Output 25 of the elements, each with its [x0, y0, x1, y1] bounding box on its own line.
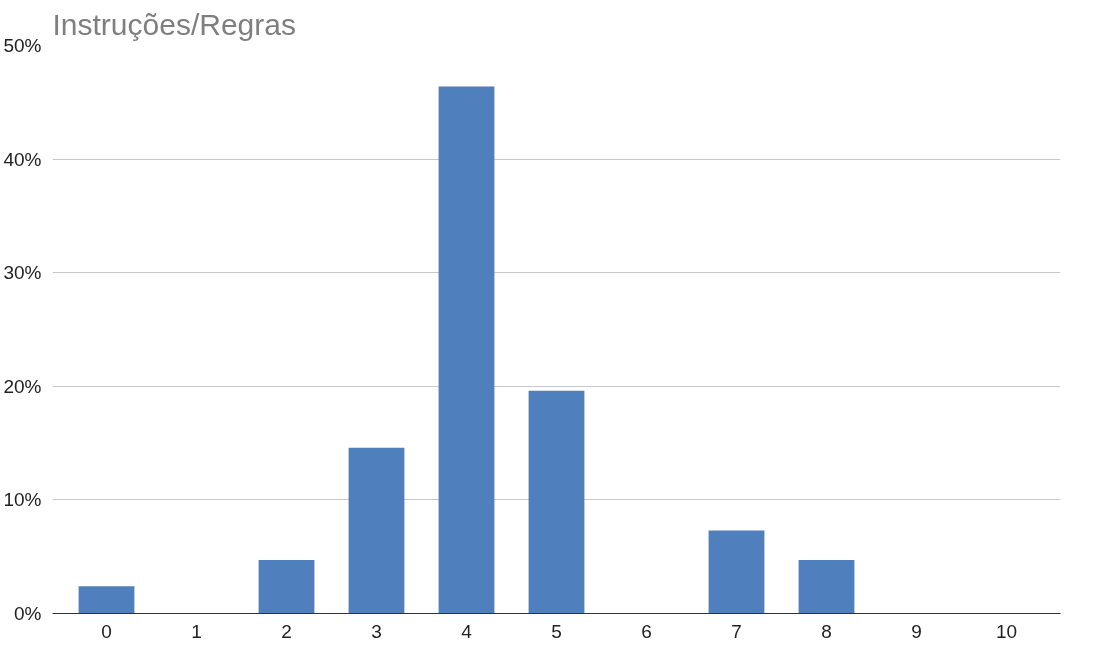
x-tick-label: 6 [641, 620, 652, 642]
x-tick-label: 10 [995, 620, 1018, 642]
y-tick-label: 10% [3, 489, 42, 511]
x-tick-label: 5 [551, 620, 562, 642]
y-tick-label: 30% [3, 262, 42, 284]
bar [258, 560, 315, 614]
bar [798, 560, 855, 614]
bar [528, 390, 585, 614]
y-tick-label: 20% [3, 375, 42, 397]
bar [708, 530, 765, 614]
x-tick-label: 4 [461, 620, 473, 642]
x-tick-label: 1 [191, 620, 202, 642]
bar [348, 447, 405, 614]
y-tick-label: 0% [14, 603, 42, 624]
x-tick-label: 3 [371, 620, 382, 642]
y-tick-label: 50% [3, 35, 42, 56]
x-tick-label: 9 [911, 620, 922, 642]
y-tick-label: 40% [3, 148, 42, 170]
x-tick-label: 8 [821, 620, 832, 642]
x-tick-label: 0 [101, 620, 112, 642]
bar [78, 586, 135, 614]
x-tick-label: 2 [281, 620, 292, 642]
x-tick-label: 7 [731, 620, 742, 642]
chart-title: Instruções/Regras [52, 7, 296, 41]
bar [438, 86, 495, 614]
